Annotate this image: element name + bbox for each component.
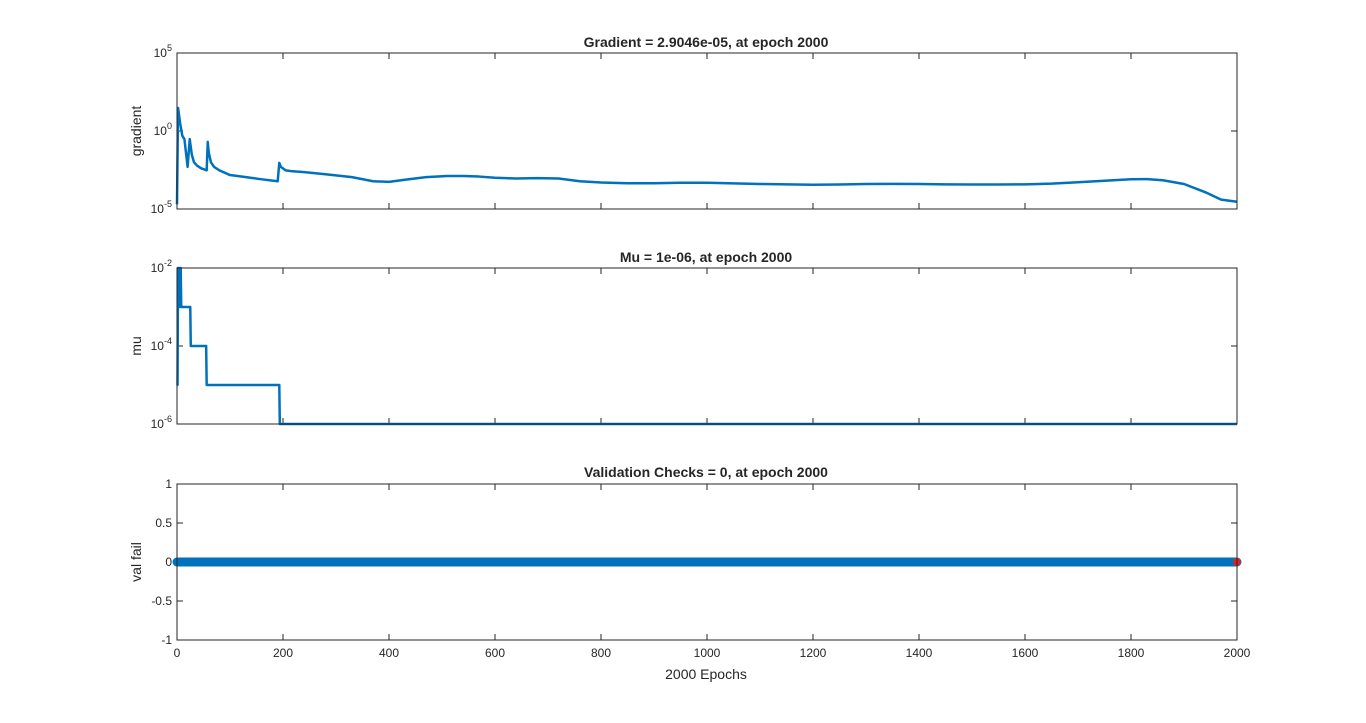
x-tick-label: 1200 xyxy=(800,646,827,660)
y-tick-label: 1 xyxy=(165,477,172,491)
x-tick-label: 400 xyxy=(379,646,399,660)
y-tick-label: 10-2 xyxy=(151,258,172,275)
y-tick-label: 100 xyxy=(154,121,172,138)
val-fail-ylabel: val fail xyxy=(128,542,144,582)
val-fail-title: Validation Checks = 0, at epoch 2000 xyxy=(584,464,828,480)
y-tick-label: 10-5 xyxy=(151,199,172,216)
axes-border xyxy=(176,267,1238,425)
mu-title: Mu = 1e-06, at epoch 2000 xyxy=(620,249,793,265)
x-tick-label: 600 xyxy=(485,646,505,660)
x-tick-label: 1000 xyxy=(694,646,721,660)
y-tick-label: -0.5 xyxy=(151,594,172,608)
y-tick-label: 0 xyxy=(165,555,172,569)
series-line xyxy=(175,106,1238,205)
mu-ylabel: mu xyxy=(128,336,144,355)
x-tick-label: 2000 xyxy=(1224,646,1251,660)
x-tick-label: 200 xyxy=(273,646,293,660)
x-tick-label: 800 xyxy=(591,646,611,660)
y-tick-label: 0.5 xyxy=(155,516,172,530)
mu-axes: Mu = 1e-06, at epoch 2000 mu 10-6 10-4 10-… xyxy=(128,249,1238,431)
gradient-axes: Gradient = 2.9046e-05, at epoch 2000 gra… xyxy=(128,34,1238,216)
plot-area xyxy=(177,268,1237,424)
x-tick-label: 1400 xyxy=(906,646,933,660)
y-tick-label: -1 xyxy=(161,633,172,647)
y-tick-label: 10-6 xyxy=(151,414,172,431)
gradient-title: Gradient = 2.9046e-05, at epoch 2000 xyxy=(584,34,829,50)
x-tick-label: 0 xyxy=(174,646,181,660)
x-tick-label: 1800 xyxy=(1118,646,1145,660)
axes-border xyxy=(176,52,1238,210)
x-tick-label: 1600 xyxy=(1012,646,1039,660)
series-line xyxy=(176,266,1237,426)
axes-border xyxy=(176,483,1238,641)
val-fail-axes: Validation Checks = 0, at epoch 2000 val… xyxy=(128,464,1251,682)
y-tick-label: 10-4 xyxy=(151,336,172,353)
gradient-ylabel: gradient xyxy=(128,106,144,157)
plot-area xyxy=(177,53,1237,209)
x-axis-label: 2000 Epochs xyxy=(665,666,747,682)
y-tick-label: 105 xyxy=(154,43,172,60)
